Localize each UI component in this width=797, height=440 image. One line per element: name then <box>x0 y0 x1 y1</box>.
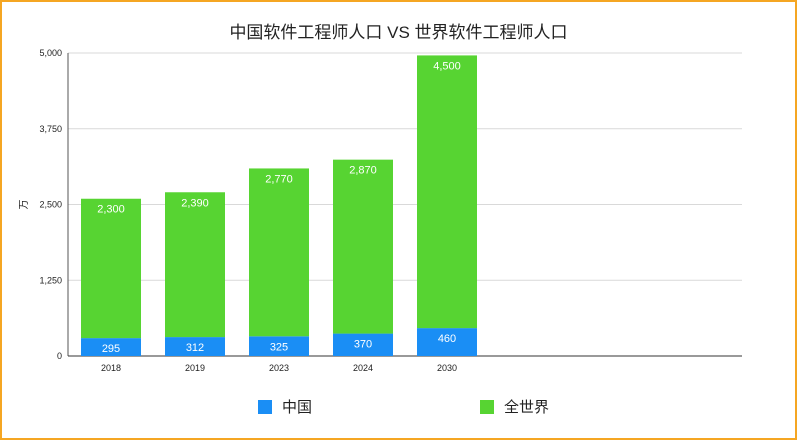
x-tick-label: 2019 <box>185 363 205 373</box>
bar-segment-world <box>417 55 477 329</box>
legend-swatch-china <box>258 399 272 414</box>
data-label-world: 2,300 <box>97 204 125 216</box>
legend-label-world: 全世界 <box>504 399 550 416</box>
x-tick-label: 2024 <box>353 363 373 373</box>
bar-segment-world <box>333 159 393 334</box>
bar-segment-china <box>81 338 141 356</box>
legend-label-china: 中国 <box>282 399 313 416</box>
bar-segment-china <box>165 337 225 356</box>
data-label-world: 4,500 <box>433 60 461 72</box>
x-tick-label: 2023 <box>269 363 289 373</box>
x-tick-label: 2030 <box>437 363 457 373</box>
y-tick-label: 2,500 <box>39 200 62 210</box>
data-label-world: 2,870 <box>349 165 377 177</box>
data-label-world: 2,390 <box>181 197 209 209</box>
x-tick-label: 2018 <box>101 363 121 373</box>
bar-segment-world <box>249 168 309 337</box>
data-label-china: 325 <box>270 341 288 353</box>
bar-segment-china <box>249 336 309 356</box>
y-tick-label: 5,000 <box>39 48 62 58</box>
data-label-china: 312 <box>186 342 204 354</box>
bar-segment-world <box>81 198 141 339</box>
y-tick-label: 1,250 <box>39 275 62 285</box>
chart-title: 中国软件工程师人口 VS 世界软件工程师人口 <box>229 23 568 42</box>
data-label-china: 295 <box>102 343 120 355</box>
bar-segment-world <box>165 192 225 338</box>
data-label-china: 460 <box>438 333 456 345</box>
bar-segment-china <box>417 328 477 356</box>
data-label-china: 370 <box>354 339 372 351</box>
legend-item-world: 全世界 <box>480 396 549 417</box>
y-tick-label: 0 <box>57 351 62 361</box>
y-axis-label: 万 <box>19 200 30 210</box>
legend-item-china: 中国 <box>258 396 312 417</box>
y-tick-label: 3,750 <box>39 124 62 134</box>
bar-segment-china <box>333 333 393 356</box>
data-label-world: 2,770 <box>265 173 293 185</box>
legend-swatch-world <box>480 399 494 414</box>
